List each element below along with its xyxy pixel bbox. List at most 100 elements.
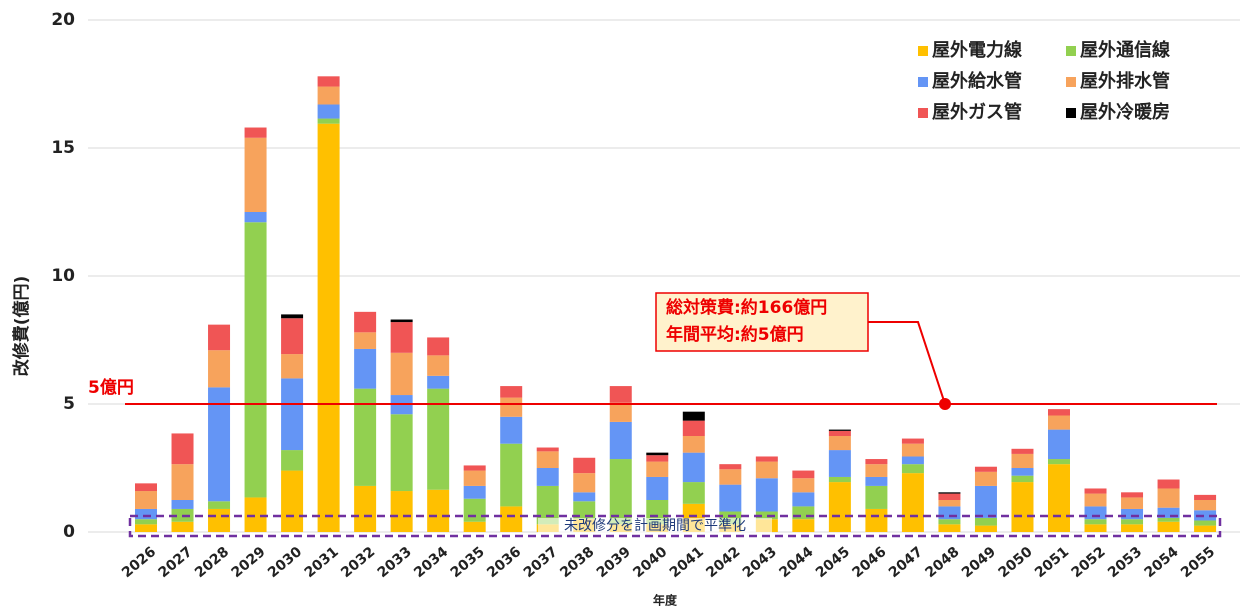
bar-segment [755, 511, 778, 520]
x-tick-label: 2040 [630, 544, 670, 581]
bar-segment [244, 222, 267, 498]
bar-segment [427, 337, 450, 356]
bar-segment [135, 491, 157, 509]
x-tick-label: 2030 [265, 544, 305, 581]
bar-segment [1011, 475, 1034, 483]
bar-segment [646, 476, 669, 500]
bar-segment [536, 447, 559, 452]
bar-segment [938, 492, 961, 494]
bar-segment [938, 506, 961, 520]
bar-segment [1048, 464, 1070, 532]
bar-segment [390, 352, 413, 396]
bar-segment [281, 378, 304, 451]
bar-segment [828, 450, 851, 477]
bar-segment [719, 469, 742, 485]
bar-segment [755, 461, 778, 479]
bar-segment [1157, 488, 1180, 508]
bar-segment [354, 388, 377, 486]
callout-dot [939, 398, 951, 410]
callout-text: 総対策費:約166億円 [666, 297, 827, 318]
bar-segment [208, 350, 231, 388]
x-tick-label: 2051 [1032, 544, 1072, 581]
bar-segment [1194, 525, 1217, 532]
bar-segment [573, 501, 596, 520]
x-tick-label: 2055 [1178, 544, 1218, 581]
legend-label: 屋外電力線 [932, 39, 1022, 61]
x-tick-label: 2026 [119, 544, 159, 581]
bar-segment [281, 318, 304, 355]
bar-segment [828, 429, 851, 431]
bar-segment [901, 443, 924, 457]
bar-segment [1084, 524, 1107, 532]
bar-segment [828, 436, 851, 451]
bar-segment [317, 118, 340, 124]
y-tick-label: 10 [51, 266, 75, 286]
bar-segment [682, 452, 705, 483]
bar-segment [244, 127, 267, 138]
x-tick-label: 2054 [1142, 544, 1182, 581]
bar-segment [609, 402, 632, 422]
x-tick-label: 2028 [192, 544, 232, 581]
bar-segment [755, 478, 778, 512]
bar-segment [1121, 508, 1144, 520]
bar-segment [500, 386, 523, 398]
x-tick-label: 2042 [703, 544, 743, 581]
bar-segment [974, 485, 997, 518]
legend-label: 屋外ガス管 [932, 101, 1022, 123]
bar-segment [1121, 492, 1144, 498]
bar-segment [1048, 459, 1070, 465]
bar-segment [865, 476, 888, 486]
bar-segment [792, 506, 815, 520]
bar-segment [390, 322, 413, 353]
bar-segment [1011, 453, 1034, 468]
bar-segment [573, 492, 596, 502]
bar-segment [1157, 479, 1180, 489]
bar-segment [974, 517, 997, 526]
bar-segment [208, 324, 231, 351]
x-tick-label: 2036 [484, 544, 524, 581]
bar-segment [573, 457, 596, 474]
bar-segment [208, 508, 231, 532]
legend-swatch [1066, 108, 1076, 118]
bar-segment [865, 459, 888, 465]
bar-segment [901, 438, 924, 444]
bar-segment [463, 470, 486, 486]
bar-segment [682, 436, 705, 453]
bar-segment [901, 464, 924, 474]
bar-segment [1011, 448, 1034, 454]
bar-segment [135, 524, 157, 532]
bar-segment [354, 311, 377, 333]
bar-segment [609, 421, 632, 460]
bar-segment [1194, 494, 1217, 500]
x-tick-label: 2029 [229, 544, 269, 581]
bar-segment [281, 450, 304, 471]
bar-segment [390, 491, 413, 532]
legend-label: 屋外給水管 [932, 70, 1022, 92]
bar-segment [719, 484, 742, 512]
bar-segment [938, 524, 961, 532]
bar-segment [500, 443, 523, 507]
x-tick-label: 2035 [448, 544, 488, 581]
bar-segment [135, 508, 157, 520]
bar-segment [427, 375, 450, 389]
bar-segment [1048, 429, 1070, 460]
y-tick-label: 20 [51, 10, 75, 30]
x-tick-label: 2041 [667, 544, 707, 581]
x-tick-label: 2052 [1069, 544, 1109, 581]
bar-segment [208, 501, 231, 509]
bar-segment [354, 485, 377, 532]
bar-segment [536, 451, 559, 468]
x-tick-label: 2034 [411, 544, 451, 581]
y-tick-label: 5 [63, 394, 75, 414]
bar-segment [1011, 468, 1034, 476]
bar-segment [974, 471, 997, 486]
bar-segment [609, 386, 632, 403]
callout-connector [868, 321, 946, 405]
bar-segment [1048, 415, 1070, 430]
bar-segment [1157, 507, 1180, 518]
bar-segment [1121, 519, 1144, 525]
x-tick-label: 2050 [995, 544, 1035, 581]
bar-segment [171, 433, 194, 465]
leveling-box [128, 514, 1222, 538]
